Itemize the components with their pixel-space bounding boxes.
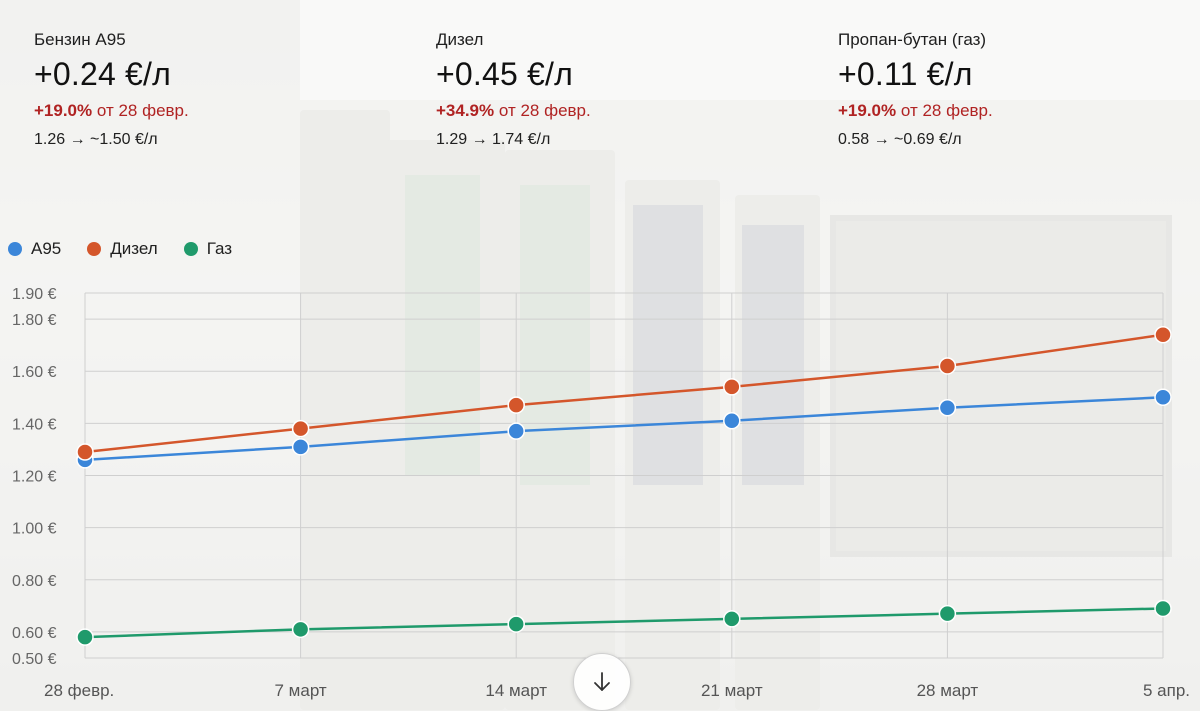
series-2 xyxy=(76,599,1172,646)
x-axis-tick-labels: 28 февр. 7 март 14 март 21 март 28 март 5 апр… xyxy=(44,681,1190,700)
data-point xyxy=(723,378,741,396)
card-title: Бензин А95 xyxy=(34,30,126,49)
legend-item-diesel[interactable]: Дизел xyxy=(87,239,158,259)
card-a95: Бензин А95 +0.24 €/л +19.0% от 28 февр. … xyxy=(34,30,394,149)
card-percent-suffix: от 28 февр. xyxy=(494,101,591,120)
data-point xyxy=(938,357,957,375)
y-gridlines xyxy=(85,292,1163,659)
data-point xyxy=(507,422,525,440)
y-tick-label: 0.50 € xyxy=(12,651,57,668)
card-percent-suffix: от 28 февр. xyxy=(896,101,993,120)
data-point xyxy=(1154,388,1172,407)
y-tick-label: 0.80 € xyxy=(12,573,57,590)
y-tick-label: 1.80 € xyxy=(12,312,57,329)
legend-item-a95[interactable]: А95 xyxy=(8,239,61,259)
data-point xyxy=(291,620,310,639)
y-tick-label: 1.20 € xyxy=(12,469,57,486)
data-point xyxy=(291,419,310,438)
y-tick-label: 1.60 € xyxy=(12,364,57,381)
data-point xyxy=(938,604,957,623)
series-line xyxy=(84,607,1164,639)
card-title: Пропан-бутан (газ) xyxy=(838,30,987,49)
data-point xyxy=(76,628,94,646)
series-line xyxy=(84,396,1164,462)
card-price-range: 0.58 → ~0.69 €/л xyxy=(838,131,962,148)
card-title: Дизел xyxy=(436,30,484,49)
data-point xyxy=(76,443,94,461)
fuel-price-line-chart: 0.50 € 0.60 € 0.80 € 1.00 € 1.20 € 1.40 € 1.60… xyxy=(12,286,1190,700)
card-delta: +0.24 €/л xyxy=(34,56,172,92)
y-tick-label: 1.40 € xyxy=(12,416,57,433)
card-percent-value: +19.0% xyxy=(34,101,93,120)
x-tick-label: 7 март xyxy=(275,681,327,700)
data-point xyxy=(291,438,310,456)
series-line xyxy=(84,333,1164,454)
legend-label-a95: А95 xyxy=(31,239,62,258)
card-delta: +0.45 €/л xyxy=(436,56,574,92)
data-point xyxy=(723,412,741,430)
legend-label-diesel: Дизел xyxy=(110,239,158,258)
x-tick-label: 28 март xyxy=(917,681,979,700)
data-point xyxy=(507,615,525,633)
x-tick-label: 5 апр. xyxy=(1143,681,1190,700)
y-tick-label: 1.00 € xyxy=(12,521,57,538)
x-tick-label: 28 февр. xyxy=(44,681,114,700)
card-price-range: 1.29 → 1.74 €/л xyxy=(436,131,551,148)
card-percent-change: +19.0% от 28 февр. xyxy=(838,101,1198,121)
card-diesel: Дизел +0.45 €/л +34.9% от 28 февр. 1.29 … xyxy=(436,30,796,149)
x-gridlines xyxy=(84,293,1164,658)
legend-dot-a95 xyxy=(8,242,22,256)
data-point xyxy=(1154,325,1172,344)
y-tick-label: 1.90 € xyxy=(12,286,57,303)
series-1 xyxy=(76,325,1172,461)
card-percent-value: +34.9% xyxy=(436,101,495,120)
legend-dot-gas xyxy=(183,242,198,256)
card-percent-change: +34.9% от 28 февр. xyxy=(436,101,796,121)
card-percent-suffix: от 28 февр. xyxy=(92,101,189,120)
data-point xyxy=(938,398,957,417)
series-0 xyxy=(76,388,1172,469)
data-point xyxy=(723,610,741,628)
price-change-cards: Бензин А95 +0.24 €/л +19.0% от 28 февр. … xyxy=(0,0,1200,200)
card-percent-change: +19.0% от 28 февр. xyxy=(34,101,394,121)
legend-label-gas: Газ xyxy=(206,239,232,258)
legend-dot-diesel xyxy=(87,242,102,256)
card-gas: Пропан-бутан (газ) +0.11 €/л +19.0% от 2… xyxy=(838,30,1198,149)
y-axis-tick-labels: 0.50 € 0.60 € 0.80 € 1.00 € 1.20 € 1.40 € 1.60… xyxy=(12,286,57,668)
x-tick-label: 21 март xyxy=(701,681,763,700)
x-tick-label: 14 март xyxy=(485,681,547,700)
card-delta: +0.11 €/л xyxy=(838,56,973,92)
arrow-down-icon xyxy=(594,672,610,691)
data-point xyxy=(507,396,525,414)
scroll-down-button[interactable] xyxy=(573,653,631,711)
card-price-range: 1.26 → ~1.50 €/л xyxy=(34,131,158,148)
chart-series xyxy=(76,325,1172,646)
data-point xyxy=(1154,599,1172,618)
chart-legend: А95 Дизел Газ xyxy=(8,238,258,260)
legend-item-gas[interactable]: Газ xyxy=(183,239,232,259)
card-percent-value: +19.0% xyxy=(838,101,897,120)
y-tick-label: 0.60 € xyxy=(12,625,57,642)
